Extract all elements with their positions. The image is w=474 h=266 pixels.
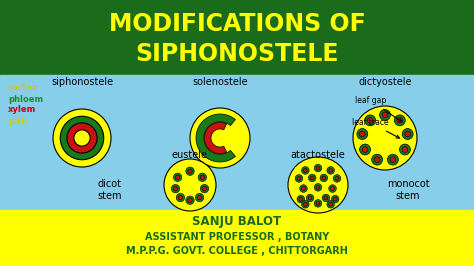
Circle shape xyxy=(309,174,316,182)
Circle shape xyxy=(200,175,205,180)
Circle shape xyxy=(314,184,322,191)
Circle shape xyxy=(306,194,314,202)
Circle shape xyxy=(387,154,398,165)
Circle shape xyxy=(329,169,333,172)
Text: SIPHONOSTELE: SIPHONOSTELE xyxy=(135,42,339,66)
Circle shape xyxy=(176,193,184,202)
Ellipse shape xyxy=(164,159,216,211)
Circle shape xyxy=(329,202,333,206)
Circle shape xyxy=(390,157,396,163)
Circle shape xyxy=(190,108,250,168)
Text: atactostele: atactostele xyxy=(291,150,346,160)
Circle shape xyxy=(171,184,180,193)
Circle shape xyxy=(394,115,405,126)
Circle shape xyxy=(198,173,207,181)
Circle shape xyxy=(362,147,368,152)
Circle shape xyxy=(173,173,182,181)
Circle shape xyxy=(316,166,320,170)
Text: monocot
stem: monocot stem xyxy=(387,179,429,201)
Circle shape xyxy=(303,169,307,172)
Text: dictyostele: dictyostele xyxy=(358,77,412,87)
Text: MODIFICATIONS OF: MODIFICATIONS OF xyxy=(109,12,365,36)
Text: siphonostele: siphonostele xyxy=(51,77,113,87)
Circle shape xyxy=(186,196,194,204)
Circle shape xyxy=(405,131,410,137)
Text: M.P.P.G. GOVT. COLLEGE , CHITTORGARH: M.P.P.G. GOVT. COLLEGE , CHITTORGARH xyxy=(126,246,348,256)
Circle shape xyxy=(195,193,204,202)
Circle shape xyxy=(322,194,330,202)
Text: SANJU BALOT: SANJU BALOT xyxy=(192,215,282,228)
Circle shape xyxy=(367,118,373,123)
Circle shape xyxy=(202,186,207,191)
Circle shape xyxy=(201,184,209,193)
Circle shape xyxy=(402,147,408,152)
Circle shape xyxy=(186,167,194,175)
Circle shape xyxy=(301,187,305,190)
Bar xyxy=(0,210,474,266)
Circle shape xyxy=(53,109,111,167)
Circle shape xyxy=(322,176,326,180)
Bar xyxy=(0,0,474,75)
Text: ASSISTANT PROFESSOR , BOTANY: ASSISTANT PROFESSOR , BOTANY xyxy=(145,232,329,242)
Circle shape xyxy=(402,128,413,139)
Circle shape xyxy=(359,131,365,137)
Circle shape xyxy=(316,185,320,189)
Circle shape xyxy=(327,167,335,174)
Circle shape xyxy=(331,195,339,203)
Circle shape xyxy=(178,195,182,200)
Circle shape xyxy=(314,200,322,207)
Circle shape xyxy=(329,185,337,192)
Circle shape xyxy=(397,118,403,123)
Circle shape xyxy=(357,128,368,139)
Ellipse shape xyxy=(288,157,348,213)
Text: phloem: phloem xyxy=(8,94,43,103)
Circle shape xyxy=(316,201,320,205)
Circle shape xyxy=(374,157,380,163)
Circle shape xyxy=(188,198,192,202)
Circle shape xyxy=(301,167,309,174)
Polygon shape xyxy=(204,122,227,153)
Circle shape xyxy=(333,174,341,182)
Circle shape xyxy=(314,164,322,172)
Circle shape xyxy=(67,123,97,153)
Circle shape xyxy=(310,176,314,180)
Text: leaf gap: leaf gap xyxy=(355,96,401,122)
Text: solenostele: solenostele xyxy=(192,77,248,87)
Text: xylem: xylem xyxy=(8,106,36,114)
Circle shape xyxy=(365,115,375,126)
Circle shape xyxy=(382,112,388,118)
Circle shape xyxy=(197,195,202,200)
Circle shape xyxy=(320,174,328,182)
Circle shape xyxy=(74,130,90,146)
Circle shape xyxy=(297,195,305,203)
Circle shape xyxy=(295,174,303,182)
Circle shape xyxy=(353,106,417,170)
Circle shape xyxy=(297,177,301,180)
Circle shape xyxy=(175,175,180,180)
Circle shape xyxy=(400,144,410,155)
Circle shape xyxy=(188,169,192,173)
Bar xyxy=(0,75,474,210)
Circle shape xyxy=(300,185,307,192)
Circle shape xyxy=(299,197,303,201)
Circle shape xyxy=(308,196,312,200)
Circle shape xyxy=(360,144,371,155)
Text: cortex: cortex xyxy=(8,84,38,93)
Circle shape xyxy=(372,154,383,165)
Text: leaf trace: leaf trace xyxy=(352,118,400,138)
Circle shape xyxy=(335,177,339,180)
Circle shape xyxy=(324,196,328,200)
Circle shape xyxy=(380,110,391,120)
Text: pith: pith xyxy=(8,117,27,126)
Circle shape xyxy=(327,201,335,208)
Text: dicot
stem: dicot stem xyxy=(98,179,122,201)
Circle shape xyxy=(333,197,337,201)
Circle shape xyxy=(303,202,307,206)
Circle shape xyxy=(60,116,104,160)
Circle shape xyxy=(301,201,309,208)
Polygon shape xyxy=(196,114,236,162)
Circle shape xyxy=(173,186,178,191)
Text: eustele: eustele xyxy=(172,150,208,160)
Circle shape xyxy=(331,187,335,190)
